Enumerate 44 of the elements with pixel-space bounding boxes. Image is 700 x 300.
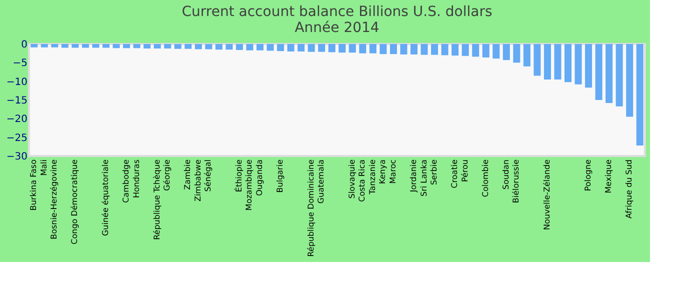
x-tick-label: Tanzanie	[368, 159, 377, 196]
x-tick-label: République Tchèque	[152, 159, 162, 240]
x-tick-label: Pérou	[460, 160, 470, 182]
y-tick-label: −25	[6, 132, 28, 144]
chart-subtitle: Année 2014	[294, 20, 380, 36]
x-tick-label: Sénégal	[204, 160, 213, 192]
x-tick-label: Biélorussie	[512, 159, 521, 204]
x-tick-label: Costa Rica	[358, 159, 367, 202]
x-tick-label: République Dominicaine	[306, 159, 316, 257]
x-tick-label: Guatemala	[316, 159, 326, 204]
x-tick-label: Zambie	[183, 159, 192, 190]
x-tick-label: Maroc	[388, 160, 398, 184]
x-tick-label: Guinée équatoriale	[101, 159, 110, 236]
x-tick-label: Zimbabwe	[193, 159, 202, 202]
x-tick-label: Sri Lanka	[419, 159, 428, 196]
x-tick-label: Jordanie	[409, 159, 418, 194]
x-tick-label: Cambodge	[122, 159, 131, 203]
x-tick-label: Soudan	[501, 160, 510, 190]
y-tick-label: −20	[6, 114, 28, 126]
x-tick-label: Afrique du Sud	[624, 160, 634, 219]
y-tick-label: −30	[6, 152, 28, 162]
x-tick-label: Éthiopie	[233, 159, 244, 192]
y-tick-label: −5	[12, 58, 28, 70]
x-tick-label: Ouganda	[255, 159, 264, 196]
x-tick-label: Kenya	[378, 159, 388, 184]
x-tick-label: Bulgarie	[276, 159, 285, 193]
x-tick-label: Nouvelle-Zélande	[542, 159, 552, 230]
y-tick-label: −15	[6, 96, 28, 106]
x-tick-label: Serbie	[430, 159, 439, 186]
x-tick-label: Mexique	[604, 159, 614, 194]
x-tick-label: Colombie	[480, 159, 490, 198]
x-tick-label: Mozambique	[244, 159, 254, 211]
x-tick-label: Croatie	[450, 159, 460, 188]
x-tick-label: Géorgie	[162, 159, 172, 191]
x-tick-label: Bosnie-Herzégovine	[50, 159, 59, 240]
x-tick-label: Burkina Faso	[29, 159, 38, 211]
chart-title: Current account balance Billions U.S. dollars	[182, 4, 492, 20]
x-tick-label: Honduras	[132, 160, 141, 198]
x-tick-label: Pologne	[584, 159, 593, 192]
y-tick-label: −10	[6, 76, 28, 88]
x-tick-label: Slovaquie	[347, 159, 356, 199]
x-tick-label: Congo Démocratique	[70, 159, 80, 244]
x-tick-label: Mali	[39, 160, 48, 176]
y-tick-label: 0	[21, 40, 28, 50]
